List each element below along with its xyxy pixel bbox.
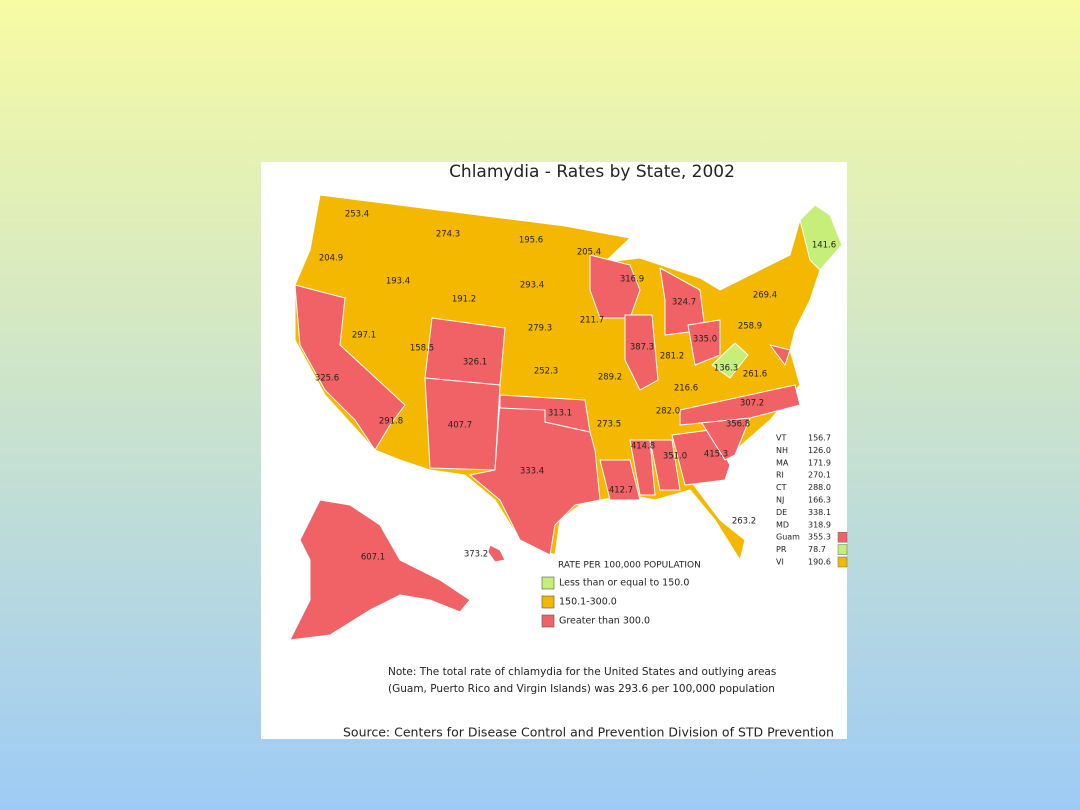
- state-rate: 307.2: [740, 399, 764, 409]
- state-red: [629, 439, 656, 496]
- state-rate: 325.6: [315, 374, 339, 384]
- inset-abbr: Guam: [776, 533, 800, 542]
- state-rate: 282.0: [656, 407, 680, 417]
- inset-value: 78.7: [808, 545, 826, 554]
- state-rate: 204.9: [319, 254, 343, 264]
- legend-swatch: [541, 614, 555, 628]
- state-red: [424, 317, 506, 386]
- state-rate: 273.5: [597, 420, 621, 430]
- state-rate: 191.2: [452, 295, 476, 305]
- note-line: (Guam, Puerto Rico and Virgin Islands) w…: [388, 683, 775, 695]
- state-rate: 335.0: [693, 335, 717, 345]
- inset-abbr: VT: [776, 434, 786, 443]
- state-rate: 316.9: [620, 275, 644, 285]
- state-rate: 252.3: [534, 367, 558, 377]
- state-rate: 253.4: [345, 210, 369, 220]
- state-rate: 333.4: [520, 467, 544, 477]
- state-rate: 193.4: [386, 277, 410, 287]
- state-red: [294, 284, 406, 451]
- inset-abbr: NH: [776, 446, 788, 455]
- alaska: [289, 499, 471, 641]
- state-rate: 293.4: [520, 281, 544, 291]
- state-rate: 263.2: [732, 517, 756, 527]
- state-rate: 136.3: [714, 364, 738, 374]
- inset-abbr: MA: [776, 458, 789, 467]
- state-red: [769, 344, 791, 366]
- state-rate: 269.4: [753, 291, 777, 301]
- state-rate: 373.2: [464, 550, 488, 560]
- state-rate: 324.7: [672, 298, 696, 308]
- state-red: [624, 314, 659, 391]
- inset-value: 288.0: [808, 483, 831, 492]
- state-rate: 415.3: [704, 450, 728, 460]
- note-line: Note: The total rate of chlamydia for th…: [388, 666, 776, 678]
- state-rate: 412.7: [609, 486, 633, 496]
- state-rate: 258.9: [738, 322, 762, 332]
- state-green: [799, 204, 843, 271]
- inset-value: 355.3: [808, 533, 831, 542]
- state-rate: 289.2: [598, 373, 622, 383]
- state-rate: 351.0: [663, 452, 687, 462]
- state-red: [499, 394, 591, 433]
- inset-swatch: [837, 556, 848, 568]
- legend-label: 150.1-300.0: [559, 597, 617, 608]
- state-rate: 279.3: [528, 324, 552, 334]
- hawaii: [487, 544, 506, 563]
- state-rate: 414.8: [631, 442, 655, 452]
- state-rate: 195.6: [519, 236, 543, 246]
- map-shapes: [289, 194, 843, 641]
- state-rate: 297.1: [352, 331, 376, 341]
- state-red: [659, 267, 706, 336]
- source: Source: Centers for Disease Control and …: [343, 725, 834, 740]
- inset-abbr: CT: [776, 483, 787, 492]
- state-red: [679, 384, 801, 426]
- state-rate: 356.8: [726, 420, 750, 430]
- map-title: Chlamydia - Rates by State, 2002: [449, 162, 735, 182]
- inset-abbr: NJ: [776, 496, 784, 505]
- state-rate: 158.5: [410, 344, 434, 354]
- inset-value: 318.9: [808, 520, 831, 529]
- state-rate: 141.6: [812, 241, 836, 251]
- inset-value: 171.9: [808, 458, 831, 467]
- state-red: [649, 439, 681, 491]
- inset-swatch: [837, 531, 848, 543]
- inset-abbr: MD: [776, 520, 789, 529]
- state-red: [599, 459, 641, 501]
- state-rate: 387.3: [630, 343, 654, 353]
- legend-title: RATE PER 100,000 POPULATION: [558, 561, 701, 571]
- state-rate: 326.1: [463, 358, 487, 368]
- inset-value: 338.1: [808, 508, 831, 517]
- inset-swatch: [837, 544, 848, 555]
- state-rate: 216.6: [674, 384, 698, 394]
- state-rate: 407.7: [448, 421, 472, 431]
- inset-value: 166.3: [808, 496, 831, 505]
- state-rate: 291.8: [379, 417, 403, 427]
- inset-value: 126.0: [808, 446, 831, 455]
- state-rate: 261.6: [743, 370, 767, 380]
- state-rate: 205.4: [577, 248, 601, 258]
- inset-value: 190.6: [808, 558, 831, 567]
- inset-abbr: RI: [776, 471, 784, 480]
- inset-abbr: VI: [776, 558, 784, 567]
- state-rate: 281.2: [660, 352, 684, 362]
- inset-value: 156.7: [808, 434, 831, 443]
- legend-swatch: [541, 595, 555, 609]
- state-rate: 313.1: [548, 409, 572, 419]
- inset-abbr: PR: [776, 545, 787, 554]
- state-red: [687, 319, 721, 366]
- legend-label: Greater than 300.0: [559, 616, 650, 627]
- state-rate: 607.1: [361, 553, 385, 563]
- state-rate: 274.3: [436, 230, 460, 240]
- legend-swatch: [541, 576, 555, 590]
- inset-value: 270.1: [808, 471, 831, 480]
- state-rate: 211.7: [580, 316, 604, 326]
- legend-label: Less than or equal to 150.0: [559, 578, 689, 589]
- state-green: [711, 342, 749, 379]
- inset-abbr: DE: [776, 508, 787, 517]
